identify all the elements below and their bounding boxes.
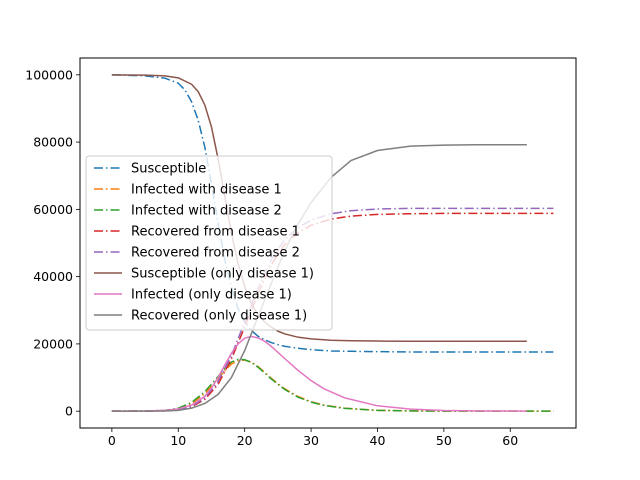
x-tick-label: 50 bbox=[436, 433, 452, 448]
legend-box bbox=[85, 155, 333, 331]
legend-label-recovered-only-disease-1: Recovered (only disease 1) bbox=[131, 309, 307, 324]
legend-label-infected-with-disease-1: Infected with disease 1 bbox=[131, 183, 282, 198]
y-tick-label: 60000 bbox=[33, 202, 73, 217]
x-tick-label: 0 bbox=[108, 433, 116, 448]
legend-label-recovered-from-disease-2: Recovered from disease 2 bbox=[131, 246, 300, 261]
series-line-susceptible bbox=[111, 74, 554, 353]
legend-label-infected-only-disease-1: Infected (only disease 1) bbox=[131, 288, 292, 303]
legend-label-recovered-from-disease-1: Recovered from disease 1 bbox=[131, 225, 300, 240]
series-line-infected-with-disease-2 bbox=[111, 358, 554, 412]
y-tick-label: 0 bbox=[65, 404, 73, 419]
y-axis: 0 20000 40000 60000 80000 100000 bbox=[25, 67, 80, 419]
x-tick-label: 10 bbox=[170, 433, 186, 448]
y-tick-label: 20000 bbox=[33, 336, 73, 351]
x-tick-label: 30 bbox=[303, 433, 319, 448]
legend-label-infected-with-disease-2: Infected with disease 2 bbox=[131, 204, 282, 219]
y-tick-label: 100000 bbox=[25, 67, 73, 82]
x-tick-label: 40 bbox=[370, 433, 386, 448]
y-tick-label: 80000 bbox=[33, 135, 73, 150]
axes-frame bbox=[79, 57, 577, 429]
series-layer bbox=[111, 74, 554, 412]
legend-label-susceptible: Susceptible bbox=[131, 162, 206, 177]
x-tick-label: 60 bbox=[502, 433, 518, 448]
legend: Susceptible Infected with disease 1 Infect… bbox=[85, 155, 333, 331]
x-axis: 0 10 20 30 40 50 60 bbox=[108, 428, 518, 448]
x-tick-label: 20 bbox=[237, 433, 253, 448]
y-tick-label: 40000 bbox=[33, 269, 73, 284]
legend-label-susceptible-only-disease-1: Susceptible (only disease 1) bbox=[131, 267, 314, 282]
series-line-infected-only-disease-1 bbox=[111, 335, 527, 412]
series-line-recovered-from-disease-2 bbox=[111, 207, 554, 412]
